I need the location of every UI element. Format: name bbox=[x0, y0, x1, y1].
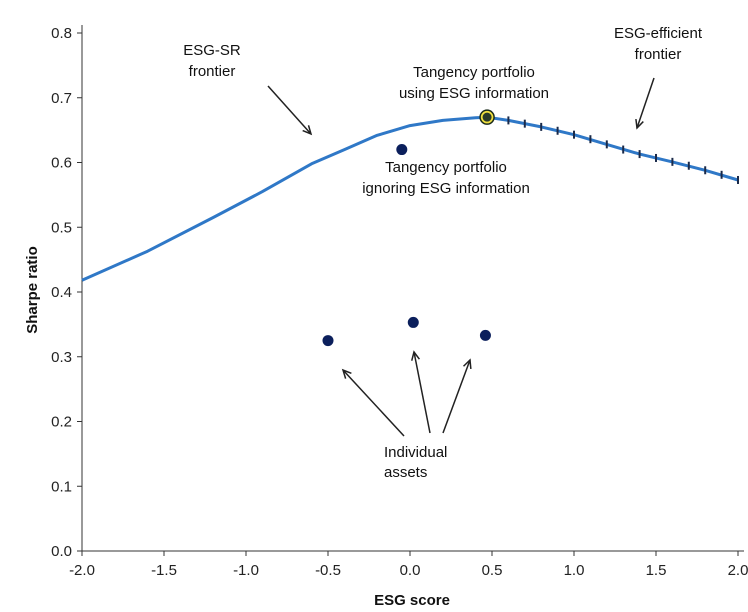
data-point bbox=[322, 335, 334, 347]
data-point bbox=[396, 144, 408, 156]
x-tick-label: 2.0 bbox=[728, 562, 748, 579]
annotation-individual-assets-line2: assets bbox=[384, 464, 427, 481]
x-tick-label: -0.5 bbox=[315, 562, 341, 579]
esg-sr-frontier-line bbox=[81, 115, 739, 282]
y-tick-label: 0.1 bbox=[51, 478, 72, 495]
y-tick-label: 0.3 bbox=[51, 349, 72, 366]
y-tick-label: 0.0 bbox=[51, 543, 72, 560]
annotation-tangency-ignoring-line2: ignoring ESG information bbox=[362, 180, 530, 197]
y-tick-label: 0.5 bbox=[51, 219, 72, 236]
data-point bbox=[407, 316, 419, 328]
data-point bbox=[479, 329, 491, 341]
axes bbox=[81, 25, 744, 552]
arrow-individual-asset-right bbox=[442, 358, 472, 434]
arrow-esg-efficient-frontier bbox=[635, 77, 655, 130]
y-tick-label: 0.8 bbox=[51, 25, 72, 42]
chart-marks bbox=[81, 77, 739, 437]
x-tick-label: 1.0 bbox=[564, 562, 585, 579]
y-axis-title: Sharpe ratio bbox=[24, 246, 41, 334]
arrow-esg-sr-frontier bbox=[267, 85, 313, 136]
arrow-individual-asset-left bbox=[341, 368, 405, 437]
annotation-esg-sr-frontier-line1: ESG-SR bbox=[183, 42, 241, 59]
annotation-tangency-esg-line2: using ESG information bbox=[399, 85, 549, 102]
arrow-individual-asset-middle bbox=[411, 350, 431, 434]
x-tick-label: -1.5 bbox=[151, 562, 177, 579]
x-tick-label: 1.5 bbox=[646, 562, 667, 579]
annotation-esg-sr-frontier-line2: frontier bbox=[189, 63, 236, 80]
y-tick-label: 0.6 bbox=[51, 155, 72, 172]
annotation-esg-efficient-frontier-line1: ESG-efficient bbox=[614, 25, 703, 42]
x-axis-title: ESG score bbox=[374, 592, 450, 609]
x-tick-label: 0.5 bbox=[482, 562, 503, 579]
y-tick-label: 0.7 bbox=[51, 90, 72, 107]
annotations: ESG-SR frontier ESG-efficient frontier T… bbox=[183, 25, 703, 481]
y-tick-label: 0.2 bbox=[51, 414, 72, 431]
x-axis-ticks: -2.0 -1.5 -1.0 -0.5 0.0 0.5 1.0 1.5 2.0 bbox=[69, 551, 748, 579]
y-axis-ticks: 0.0 0.1 0.2 0.3 0.4 0.5 0.6 0.7 0.8 bbox=[51, 25, 82, 560]
x-tick-label: 0.0 bbox=[400, 562, 421, 579]
annotation-esg-efficient-frontier-line2: frontier bbox=[635, 46, 682, 63]
x-tick-label: -1.0 bbox=[233, 562, 259, 579]
y-tick-label: 0.4 bbox=[51, 284, 72, 301]
tangency-portfolio-esg-center bbox=[482, 112, 492, 122]
annotation-tangency-ignoring-line1: Tangency portfolio bbox=[385, 159, 507, 176]
annotation-tangency-esg-line1: Tangency portfolio bbox=[413, 64, 535, 81]
annotation-individual-assets-line1: Individual bbox=[384, 444, 447, 461]
x-tick-label: -2.0 bbox=[69, 562, 95, 579]
